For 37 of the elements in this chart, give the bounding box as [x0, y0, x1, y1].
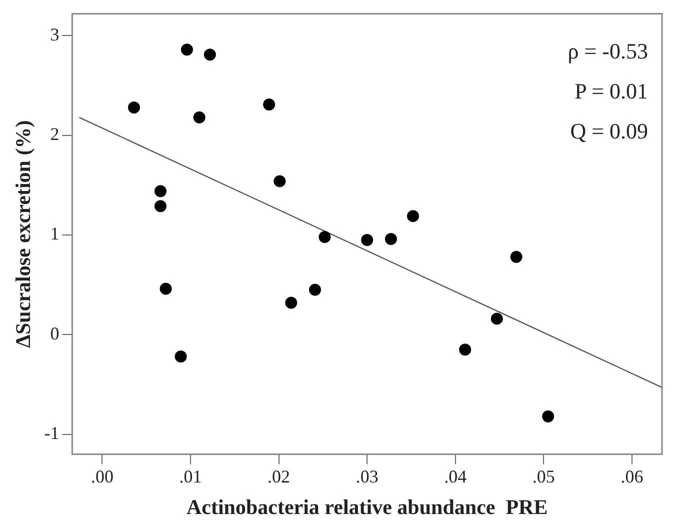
point: [309, 284, 322, 296]
x-tick-label: .06: [620, 466, 644, 487]
annotation: P = 0.01: [574, 78, 648, 104]
x-tick-label: .05: [532, 466, 555, 487]
x-axis-title: Actinobacteria relative abundance PRE: [186, 494, 548, 519]
y-tick-label: -1: [44, 423, 60, 444]
point: [407, 210, 420, 222]
point: [318, 230, 331, 243]
x-tick-label: .00: [90, 466, 114, 487]
y-axis-title: ΔSucralose excretion (%): [11, 120, 36, 348]
annotation: ρ = -0.53: [568, 38, 648, 64]
y-tick-label: 0: [50, 323, 60, 344]
x-tick-label: .04: [444, 466, 467, 487]
point: [204, 48, 216, 61]
y-tick-label: 2: [50, 124, 60, 144]
point: [174, 350, 187, 363]
point: [160, 282, 172, 295]
x-tick-label: .01: [179, 466, 202, 487]
point: [274, 175, 286, 188]
point: [459, 344, 472, 356]
y-tick-label: 1: [50, 224, 60, 244]
point: [285, 296, 298, 309]
annotation: Q = 0.09: [570, 118, 648, 144]
point: [154, 200, 166, 212]
x-tick-label: .02: [268, 466, 290, 487]
point: [154, 185, 166, 198]
point: [193, 111, 206, 124]
point: [128, 101, 140, 114]
x-tick-label: .03: [356, 466, 378, 487]
point: [542, 410, 554, 422]
point: [384, 232, 397, 245]
y-tick-label: 3: [50, 24, 60, 44]
point: [510, 250, 522, 263]
point: [180, 44, 193, 56]
point: [490, 312, 503, 325]
point: [361, 234, 374, 246]
point: [263, 98, 276, 110]
